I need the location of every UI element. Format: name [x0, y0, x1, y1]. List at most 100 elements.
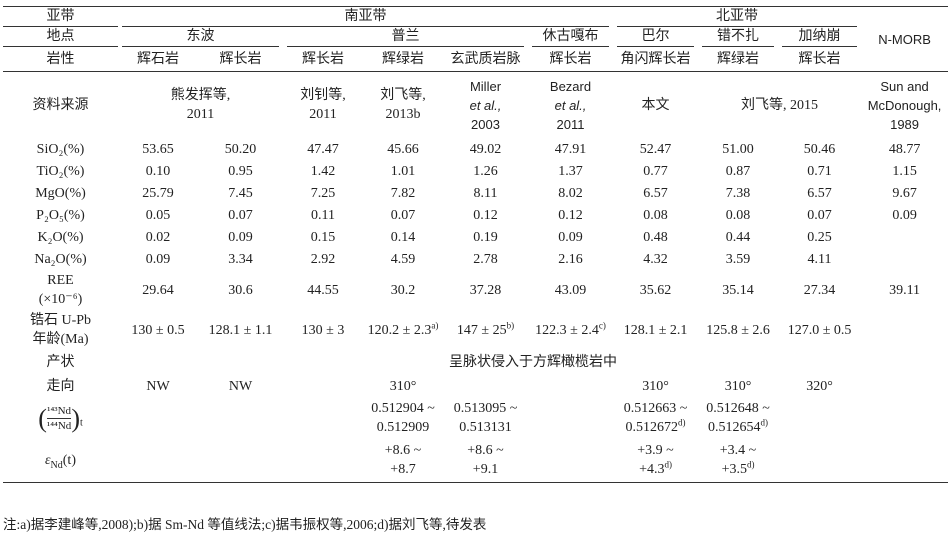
cell-value: 2.78 [473, 251, 498, 267]
cell-line: +4.3d) [639, 459, 672, 477]
cell-line: 0.512654d) [708, 417, 769, 435]
table-text: Sun and [880, 78, 929, 94]
cell-value: 0.10 [145, 163, 171, 179]
cell-value: 0.09 [558, 229, 583, 245]
table-text: Bezard [549, 78, 592, 94]
table-cell: NW [198, 374, 283, 398]
table-text: 本文 [641, 97, 670, 113]
cell-line: +9.1 [472, 462, 499, 477]
table-text: 刘钊等, [300, 88, 346, 103]
cell-value: 0.08 [643, 207, 668, 223]
table-part: 休古嘎布 [532, 27, 610, 47]
table-cell: 29.64 [118, 270, 198, 310]
table-cell: 147 ± 25b) [443, 310, 528, 350]
table-text: McDonough, [867, 97, 942, 113]
table-part: REE (×10⁻⁶) 29.64 30.6 44.55 30.2 37.28 43.09 35… [3, 270, 948, 310]
cell-value: 0.09 [145, 251, 171, 267]
table-cell: 1.15 [861, 160, 948, 182]
table-part: 亚带 南亚带 北亚带 N-MORB 地点 东波 普兰 休古嘎布 巴尔 错不扎 加… [3, 6, 949, 483]
cell-line: 120.2 ± 2.3a) [367, 319, 439, 338]
table-part: (¹⁴³Nd ¹⁴⁴Nd)t 0.512904 ~ 0.512909 0.513095 … [3, 398, 948, 438]
table-text: (t) [62, 452, 76, 468]
table-cell: 休古嘎布 [528, 27, 613, 47]
cell-value: 2.92 [310, 251, 336, 267]
table-text: ( [38, 403, 47, 433]
table-cell: 125.8 ± 2.6 [698, 310, 778, 350]
table-text: 2011 [309, 107, 337, 122]
table-part: 南亚带 [122, 7, 610, 27]
table-cell: 0.95 [198, 160, 283, 182]
cell-value: 128.1 ± 2.1 [623, 322, 688, 338]
table-text: ¹⁴³Nd [46, 404, 72, 419]
table-cell [861, 438, 948, 483]
table-part: SiO₂(%) 53.65 50.20 47.47 45.66 49.02 47.91 52.… [3, 138, 948, 160]
cell-value: 47.47 [307, 141, 339, 157]
table-text: 熊发挥等, [170, 88, 231, 103]
table-cell: 8.11 [443, 182, 528, 204]
table-cell: 3.34 [198, 248, 283, 270]
table-cell [778, 438, 861, 483]
table-cell: 1.01 [363, 160, 443, 182]
cell-value: 7.25 [310, 185, 336, 201]
table-cell: 0.08 [698, 204, 778, 226]
table-text: 辉绿岩 [363, 47, 443, 72]
table-cell: 刘飞等, 2015 [698, 72, 861, 139]
cell-value: 52.47 [639, 141, 672, 157]
footnote-mark: b) [506, 319, 515, 330]
cell-value: 45.66 [387, 141, 419, 157]
table-cell: 刘钊等, 2011 [283, 72, 363, 139]
cell-value: 0.08 [725, 207, 751, 223]
footnote-mark: d) [664, 459, 672, 470]
cell-value: 50.20 [224, 141, 257, 157]
table-text: Nd [50, 459, 63, 471]
table-cell: 北亚带 [613, 7, 861, 27]
cell-value: 0.07 [228, 207, 253, 223]
table-cell: 130 ± 3 [283, 310, 363, 350]
table-cell: 8.02 [528, 182, 613, 204]
table-cell: 25.79 [118, 182, 198, 204]
table-cell: 0.09 [118, 248, 198, 270]
table-cell: 6.57 [778, 182, 861, 204]
table-cell [283, 398, 363, 438]
table-cell: 0.25 [778, 226, 861, 248]
table-cell: 0.14 [363, 226, 443, 248]
table-part: 东波 [122, 27, 279, 47]
table-cell: 50.20 [198, 138, 283, 160]
cell-value: 0.07 [390, 207, 416, 223]
table-cell: 27.34 [778, 270, 861, 310]
table-cell: 0.19 [443, 226, 528, 248]
cell-value: 3.34 [228, 251, 253, 267]
table-part: 岩性 辉石岩 辉长岩 辉长岩 辉绿岩 玄武质岩脉 辉长岩 角闪辉长岩 辉绿岩 辉长岩 [3, 47, 948, 72]
cell-value: 49.02 [469, 141, 502, 157]
cell-value: 1.15 [892, 163, 917, 179]
cell-value: 8.02 [558, 185, 583, 201]
table-cell: 7.45 [198, 182, 283, 204]
table-cell: 52.47 [613, 138, 698, 160]
table-text: TiO₂(%) [36, 163, 85, 179]
table-cell: 35.62 [613, 270, 698, 310]
table-text: Na₂O(%) [34, 251, 87, 267]
cell-value: 128.1 ± 1.1 [208, 322, 273, 338]
table-cell: 0.44 [698, 226, 778, 248]
table-cell [198, 398, 283, 438]
cell-value: NW [146, 378, 170, 394]
cell-value: 0.09 [228, 229, 253, 245]
cell-value: 3.59 [725, 251, 751, 267]
cell-value: 43.09 [554, 282, 587, 298]
table-cell: 0.11 [283, 204, 363, 226]
table-cell: 0.05 [118, 204, 198, 226]
table-cell: 0.10 [118, 160, 198, 182]
table-part: ¹⁴³Nd ¹⁴⁴Nd [46, 404, 72, 433]
table-text: 辉绿岩 [698, 47, 779, 72]
cell-value: 30.6 [228, 282, 253, 298]
table-cell: REE (×10⁻⁶) [3, 270, 118, 310]
table-cell: +3.4 ~ +3.5d) [698, 438, 778, 483]
table-cell [283, 374, 363, 398]
cell-value: 1.26 [473, 163, 498, 179]
table-text: ¹⁴⁴Nd [46, 419, 72, 432]
table-cell [528, 398, 613, 438]
table-cell: 2.92 [283, 248, 363, 270]
cell-value: 0.71 [807, 163, 832, 179]
table-cell: 320° [778, 374, 861, 398]
table-text: 锆石 U-Pb [29, 313, 92, 328]
